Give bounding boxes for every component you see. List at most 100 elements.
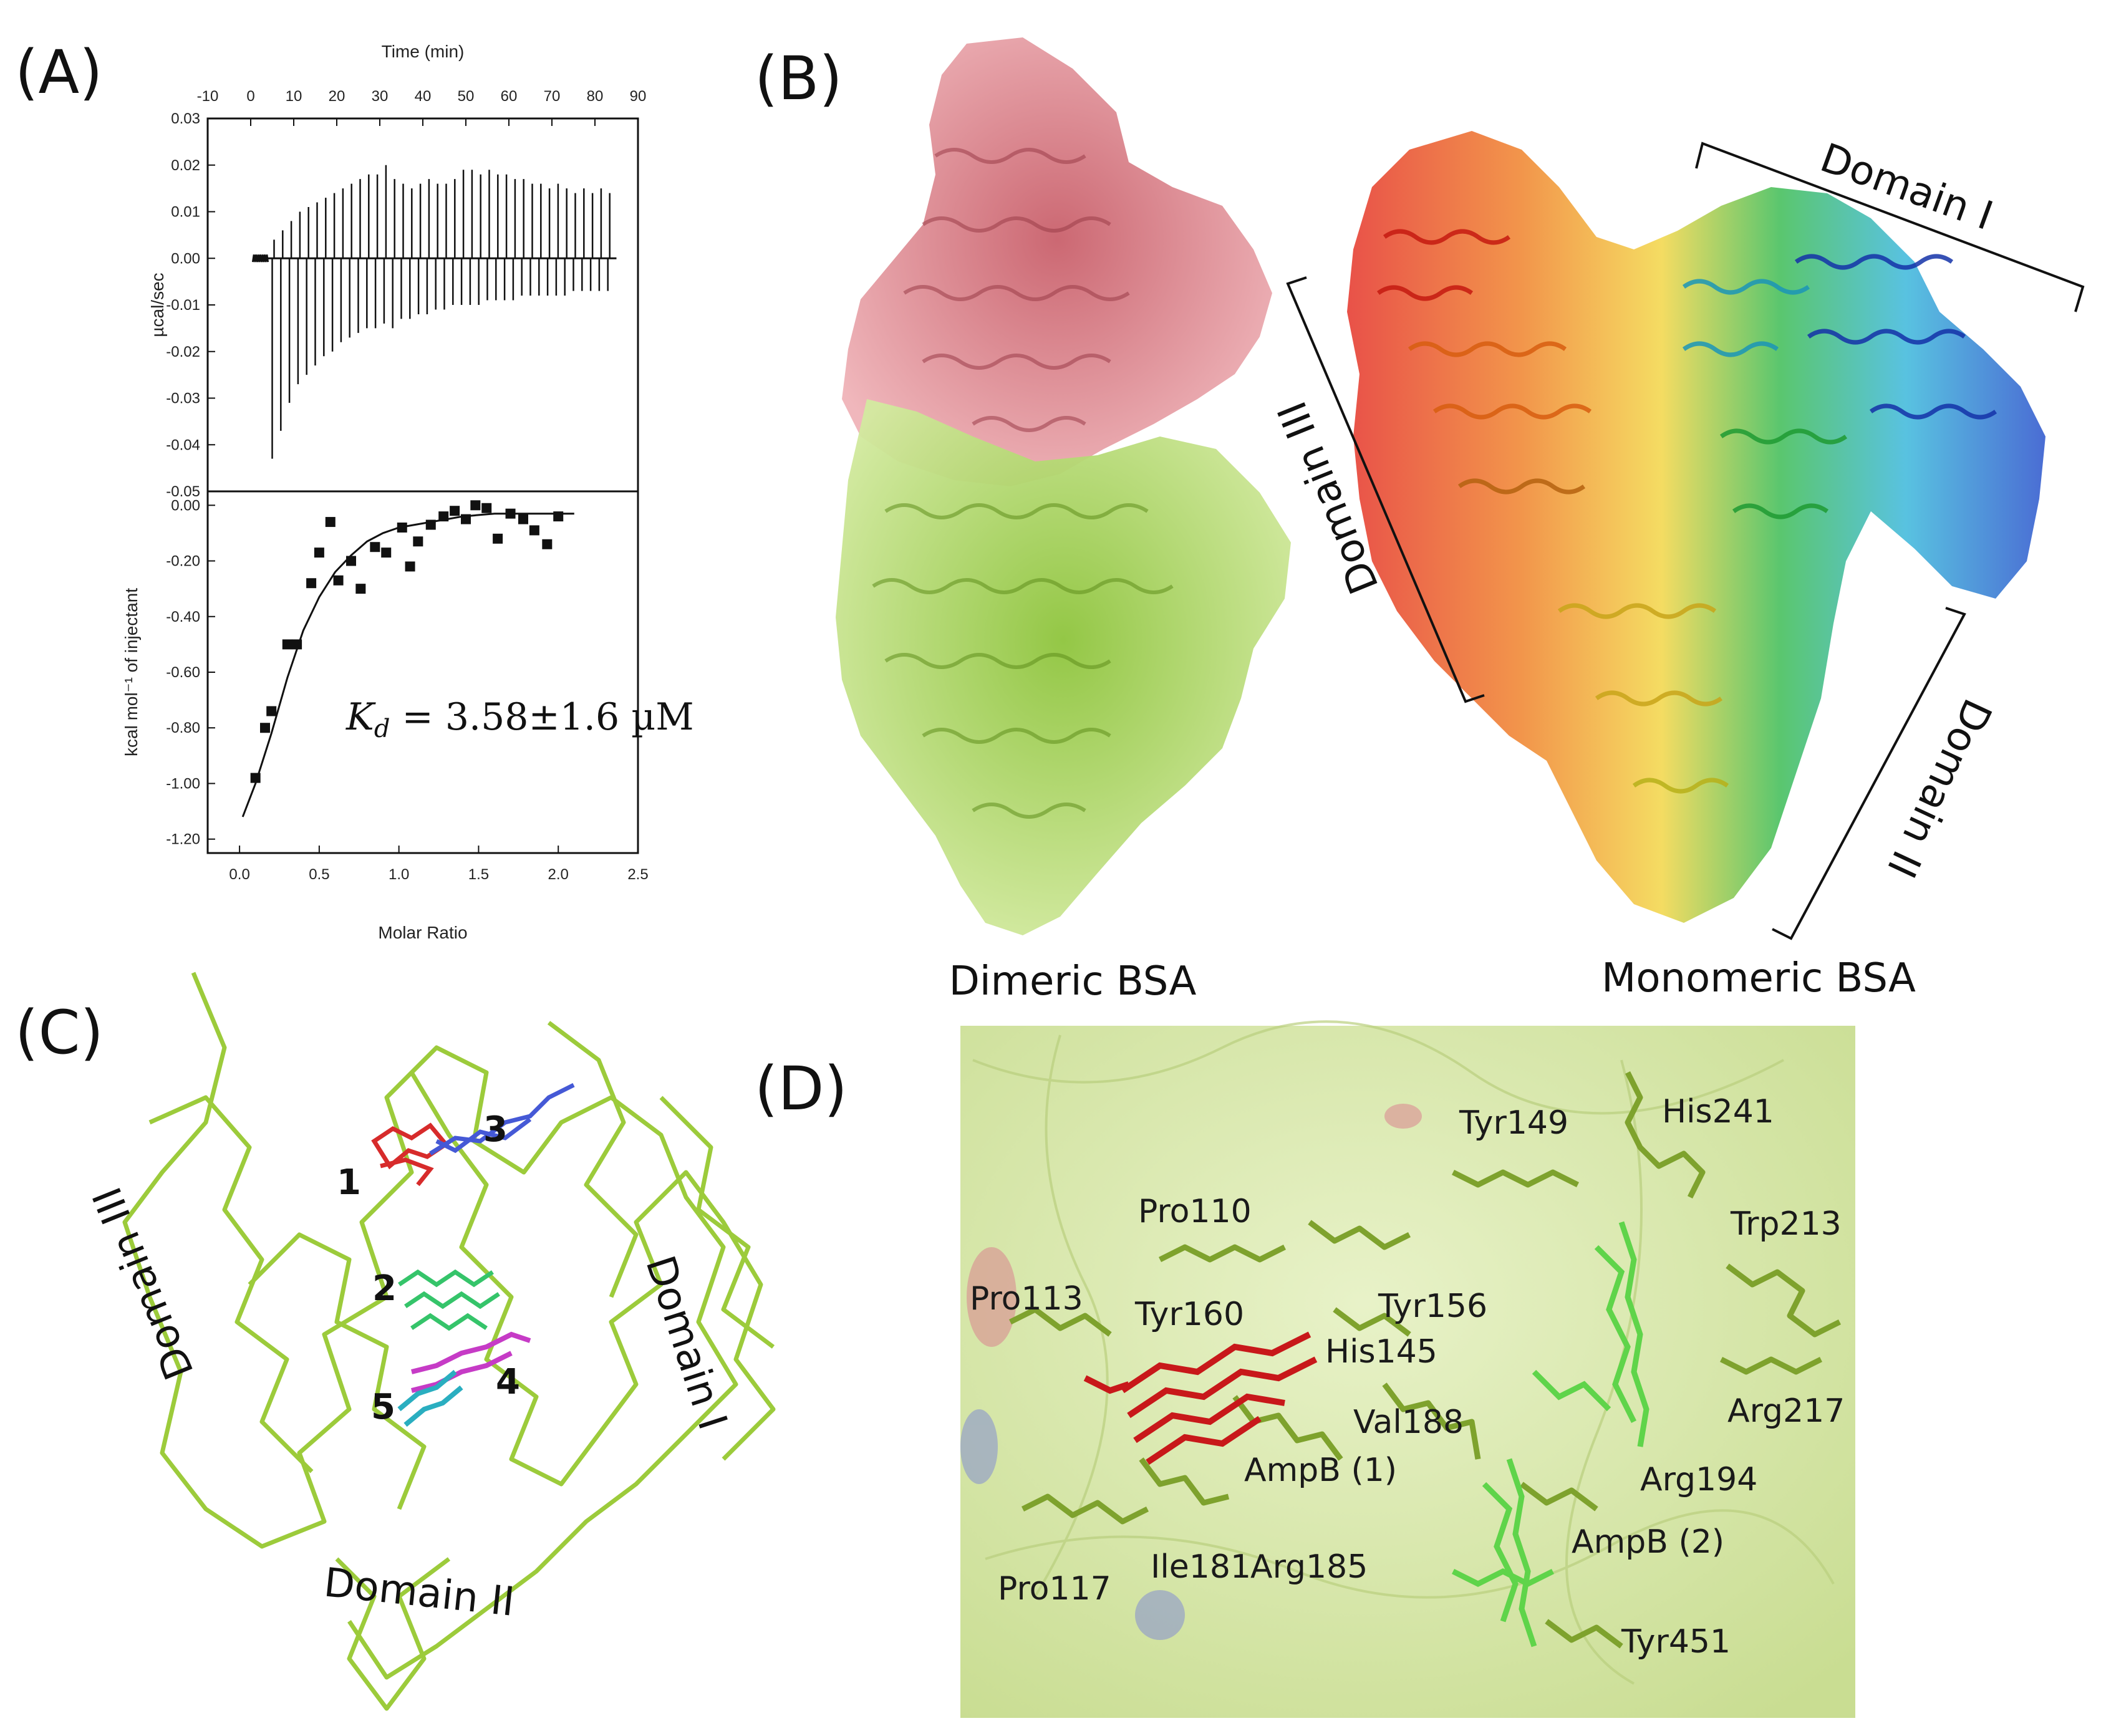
fit-curve — [241, 513, 574, 817]
thermogram-y-tick-label: -0.02 — [166, 344, 200, 360]
data-point — [529, 525, 539, 536]
surface-contours — [972, 1020, 1835, 1685]
thermogram-noise — [251, 254, 269, 263]
protein-surface-background — [960, 1026, 1855, 1718]
dimer-chain-a-helices — [903, 148, 1130, 432]
domain-i-label-c: Domain I — [636, 1250, 735, 1435]
binding-isotherm-plot: 0.0 0.5 1.0 1.5 2.0 2.5 0.00 -0.20 -0.40 -0.60 -0.… — [166, 497, 648, 883]
data-point — [355, 584, 366, 594]
residue-label-arg217: Arg217 — [1727, 1392, 1845, 1430]
data-point — [282, 639, 292, 650]
data-point — [314, 547, 324, 558]
data-point — [542, 539, 553, 549]
surface-patches — [960, 1104, 1422, 1640]
binding-pocket-view: Tyr149 His241 Pro110 Trp213 Tyr156 Pro11… — [960, 1020, 1855, 1718]
isotherm-y-axis-title: kcal mol⁻¹ of injectant — [122, 588, 141, 756]
data-point — [370, 542, 380, 552]
residue-label-tyr451: Tyr451 — [1621, 1623, 1731, 1661]
binding-site-5-ligand — [397, 1369, 463, 1427]
isotherm-y-tick-label: -0.80 — [166, 720, 200, 736]
time-tick-label: 0 — [246, 88, 254, 105]
residue-label-ampb-1: AmpB (1) — [1244, 1452, 1397, 1489]
ampb-2-ligand — [1451, 1221, 1649, 1647]
time-tick-label: 90 — [630, 88, 647, 105]
thermogram-y-tick-label: 0.03 — [171, 110, 200, 127]
time-tick-label: 70 — [544, 88, 561, 105]
site-2-label: 2 — [372, 1268, 397, 1309]
isotherm-y-tick-label: -0.20 — [166, 553, 200, 570]
monomer-surface — [1347, 131, 2045, 923]
residue-label-arg194: Arg194 — [1640, 1461, 1757, 1498]
isotherm-y-tick-label: -0.40 — [166, 609, 200, 625]
domain-ii-bracket — [1772, 607, 1966, 940]
residue-label-his145: His145 — [1325, 1333, 1437, 1371]
domain-ii-label-b: Domain II — [1878, 692, 2001, 884]
isotherm-y-tick-label: -0.60 — [166, 664, 200, 681]
isotherm-y-tick-label: -1.00 — [166, 775, 200, 792]
time-tick-label: -10 — [197, 88, 219, 105]
data-point — [493, 533, 503, 544]
thermogram-y-tick-label: -0.05 — [166, 483, 200, 500]
data-point — [266, 706, 277, 716]
residue-label-tyr156: Tyr156 — [1378, 1288, 1487, 1325]
thermogram-y-tick-label: 0.00 — [171, 250, 200, 267]
data-point — [481, 503, 492, 513]
site-3-label: 3 — [483, 1109, 508, 1150]
data-point — [450, 506, 460, 516]
time-tick-label: 30 — [372, 88, 389, 105]
binding-site-2-ligand — [398, 1269, 500, 1331]
thermogram-y-tick-label: 0.01 — [171, 204, 200, 221]
data-point — [553, 511, 564, 522]
residue-label-pro113: Pro113 — [970, 1280, 1083, 1318]
domain-iii-label-c: Domain III — [84, 1180, 203, 1386]
site-1-label: 1 — [337, 1162, 361, 1203]
panel-label-b: (B) — [755, 44, 843, 113]
thermogram-plot: -10 0 10 20 30 40 50 60 70 80 90 0.03 0.02 0.01 0.00 -0… — [166, 88, 646, 500]
time-tick-label: 50 — [458, 88, 475, 105]
data-point — [461, 514, 471, 524]
data-point — [260, 723, 270, 733]
time-tick-label: 80 — [587, 88, 604, 105]
panel-label-a: (A) — [15, 37, 103, 107]
data-point — [518, 514, 528, 524]
kd-annotation: Kd = 3.58±1.6 µM — [345, 695, 694, 743]
molar-ratio-axis-title: Molar Ratio — [378, 923, 467, 942]
residue-label-val188: Val188 — [1353, 1404, 1464, 1441]
residue-label-tyr160: Tyr160 — [1134, 1296, 1244, 1333]
domain-ii-label-c: Domain II — [322, 1560, 516, 1626]
dimeric-bsa-label: Dimeric BSA — [949, 958, 1197, 1005]
monomeric-bsa-structure: Domain I Domain III Domain II Monomeric … — [1269, 131, 2085, 1001]
residue-label-trp213: Trp213 — [1730, 1205, 1842, 1243]
molar-ratio-tick-label: 1.0 — [389, 866, 409, 883]
data-point — [333, 575, 344, 586]
data-point — [413, 536, 423, 547]
site-4-label: 4 — [496, 1362, 520, 1402]
binding-sites-structure: 1 2 3 4 5 Domain III Domain I Domain II — [84, 972, 776, 1711]
site-5-label: 5 — [371, 1387, 395, 1427]
data-point — [346, 556, 356, 566]
itc-figure: -10 0 10 20 30 40 50 60 70 80 900.030.020.010.00-0… — [122, 42, 694, 942]
time-tick-label: 10 — [286, 88, 302, 105]
isotherm-y-tick-label: 0.00 — [171, 497, 200, 514]
data-point — [325, 517, 336, 528]
thermogram-y-tick-label: -0.03 — [166, 390, 200, 407]
binding-site-3-ligand — [429, 1083, 575, 1155]
residue-label-his241: His241 — [1662, 1093, 1774, 1131]
residue-sticks — [1008, 1071, 1842, 1649]
monomeric-bsa-label: Monomeric BSA — [1601, 955, 1916, 1001]
thermogram-y-tick-label: -0.01 — [166, 297, 200, 314]
time-tick-label: 60 — [501, 88, 518, 105]
time-axis-title: Time (min) — [382, 42, 465, 61]
data-point — [405, 561, 415, 572]
thermogram-y-tick-label: -0.04 — [166, 436, 200, 453]
panel-label-c: (C) — [15, 998, 104, 1068]
residue-label-arg185: Arg185 — [1250, 1548, 1368, 1586]
molar-ratio-tick-label: 2.5 — [627, 866, 648, 883]
c-alpha-backbone — [122, 972, 776, 1711]
data-point — [425, 519, 436, 530]
residue-label-pro117: Pro117 — [998, 1570, 1111, 1608]
thermogram-y-tick-label: 0.02 — [171, 157, 200, 174]
molar-ratio-tick-label: 0.5 — [309, 866, 329, 883]
time-tick-label: 40 — [415, 88, 432, 105]
isotherm-y-tick-label: -1.20 — [166, 831, 200, 848]
